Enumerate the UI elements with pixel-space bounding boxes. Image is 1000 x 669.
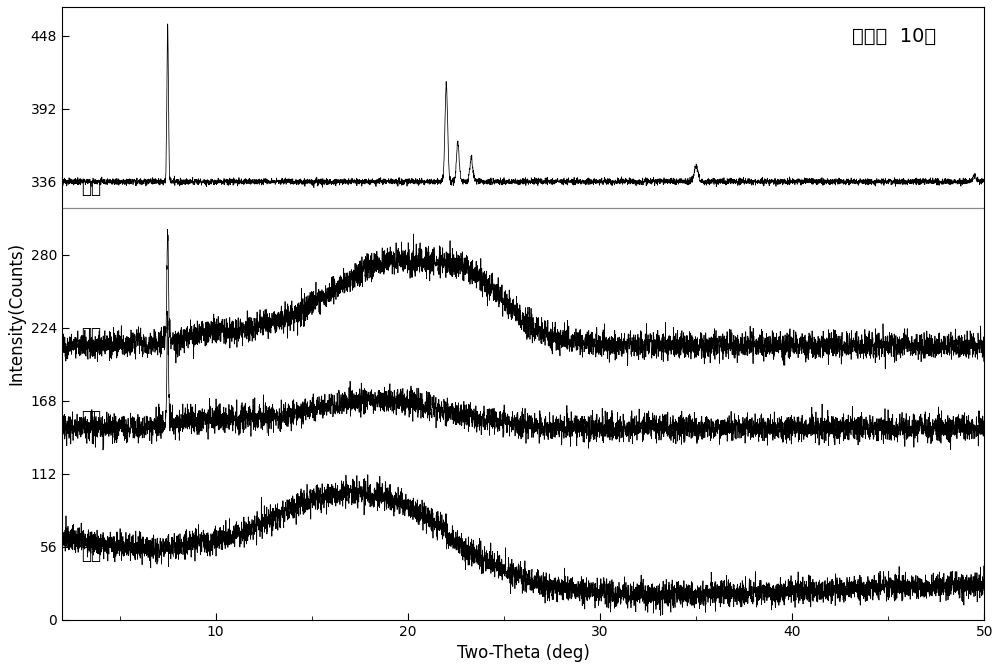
Text: 高温: 高温 (81, 409, 101, 427)
Text: 原料: 原料 (81, 545, 101, 563)
Y-axis label: Intensity(Counts): Intensity(Counts) (7, 242, 25, 385)
Text: 光照: 光照 (81, 326, 101, 345)
Text: 无定型  10天: 无定型 10天 (852, 27, 936, 45)
Text: 高湿: 高湿 (81, 179, 101, 197)
X-axis label: Two-Theta (deg): Two-Theta (deg) (457, 644, 590, 662)
